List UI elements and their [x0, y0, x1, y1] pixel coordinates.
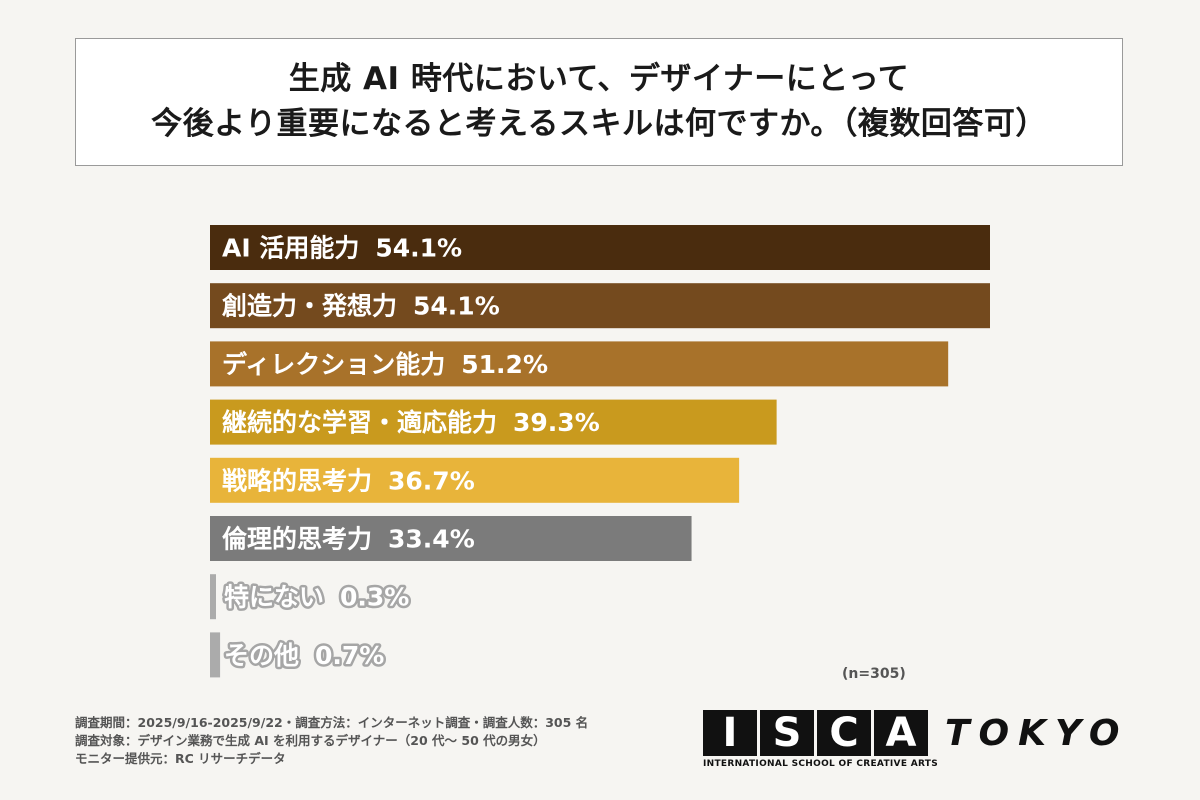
isca-tokyo-logo: I S C A TOKYO INTERNATIONAL SCHOOL OF CR… — [703, 710, 1128, 769]
footnote-provider: モニター提供元：RC リサーチデータ — [75, 751, 286, 766]
bar-5 — [210, 516, 692, 561]
logo-letter-s: S — [760, 710, 814, 756]
bar-1 — [210, 283, 990, 329]
bar-label-1: 創造力・発想力 54.1% — [222, 292, 500, 321]
value-label-1: 54.1% — [413, 292, 500, 321]
category-label-0: AI 活用能力 — [222, 234, 359, 263]
logo-letter-a: A — [874, 710, 928, 756]
bar-0 — [210, 225, 990, 270]
category-label-1: 創造力・発想力 — [222, 292, 397, 321]
logo-subtitle: INTERNATIONAL SCHOOL OF CREATIVE ARTS — [703, 759, 939, 769]
logo-letter-i: I — [703, 710, 757, 756]
bar-label-3: 継続的な学習・適応能力 39.3% — [222, 408, 600, 437]
bar-label-4: 戦略的思考力 36.7% — [222, 466, 475, 495]
bar-3 — [210, 399, 777, 445]
sample-size-label: (n=305) — [842, 666, 906, 682]
bar-7 — [210, 632, 221, 678]
logo-letter-c: C — [817, 710, 871, 756]
bar-label-6: 特にない 0.3% — [224, 583, 409, 612]
category-label-7: その他 — [224, 641, 299, 670]
logo-city: TOKYO — [945, 712, 1129, 754]
bar-6 — [210, 574, 216, 620]
category-label-5: 倫理的思考力 — [222, 525, 372, 554]
title-line-2: 今後より重要になると考えるスキルは何ですか。（複数回答可） — [151, 106, 1047, 142]
value-label-6: 0.3% — [340, 583, 409, 612]
value-label-2: 51.2% — [461, 350, 548, 379]
value-label-4: 36.7% — [388, 466, 475, 495]
value-label-7: 0.7% — [315, 641, 384, 670]
footnote-period: 調査期間：2025/9/16-2025/9/22・調査方法：インターネット調査・… — [75, 715, 589, 730]
bar-2 — [210, 341, 949, 387]
category-label-6: 特にない — [224, 583, 324, 612]
bar-label-5: 倫理的思考力 33.4% — [222, 525, 475, 554]
category-label-3: 継続的な学習・適応能力 — [222, 408, 497, 437]
bar-label-2: ディレクション能力 51.2% — [222, 350, 548, 379]
footnote-target: 調査対象：デザイン業務で生成 AI を利用するデザイナー（20 代～ 50 代の… — [75, 733, 546, 748]
title-line-1: 生成 AI 時代において、デザイナーにとって — [288, 61, 910, 98]
category-label-2: ディレクション能力 — [222, 350, 445, 379]
bar-label-0: AI 活用能力 54.1% — [222, 234, 462, 263]
title-box: 生成 AI 時代において、デザイナーにとって 今後より重要になると考えるスキルは… — [75, 38, 1123, 166]
bar-4 — [210, 457, 740, 503]
value-label-3: 39.3% — [513, 408, 600, 437]
bar-label-7: その他 0.7% — [224, 641, 384, 670]
value-label-0: 54.1% — [375, 234, 462, 263]
category-label-4: 戦略的思考力 — [222, 466, 372, 495]
value-label-5: 33.4% — [388, 525, 475, 554]
